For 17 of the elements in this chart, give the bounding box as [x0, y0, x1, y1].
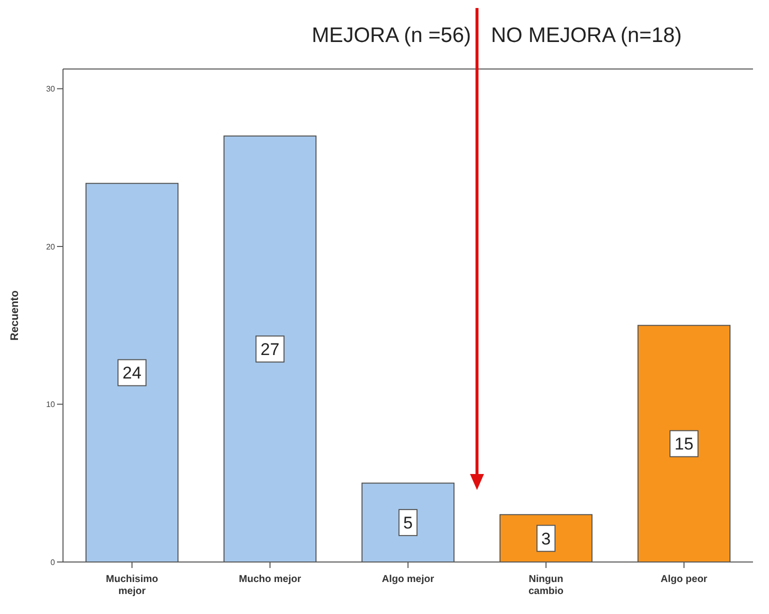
- y-tick-label: 10: [46, 400, 56, 410]
- text: MEJORA (n =56): [312, 24, 471, 48]
- y-tick-label: 30: [46, 84, 56, 94]
- y-tick-label: 0: [50, 558, 56, 567]
- x-tick-label: Muchisimo mejor: [106, 574, 158, 597]
- y-tick-label: 20: [46, 242, 56, 252]
- data-label: 27: [260, 340, 280, 360]
- data-label: 5: [403, 514, 413, 533]
- data-label: 3: [541, 529, 551, 548]
- x-tick-label: Algo mejor: [382, 574, 434, 585]
- x-tick-label: Ningun cambio: [528, 574, 564, 597]
- data-label: 15: [674, 434, 694, 454]
- x-tick-label: Algo peor: [660, 574, 708, 585]
- data-label: 24: [122, 364, 142, 383]
- text: NO MEJORA (n=18): [491, 24, 682, 48]
- y-axis-title: Recuento: [8, 290, 21, 341]
- x-tick-label: Mucho mejor: [238, 574, 302, 585]
